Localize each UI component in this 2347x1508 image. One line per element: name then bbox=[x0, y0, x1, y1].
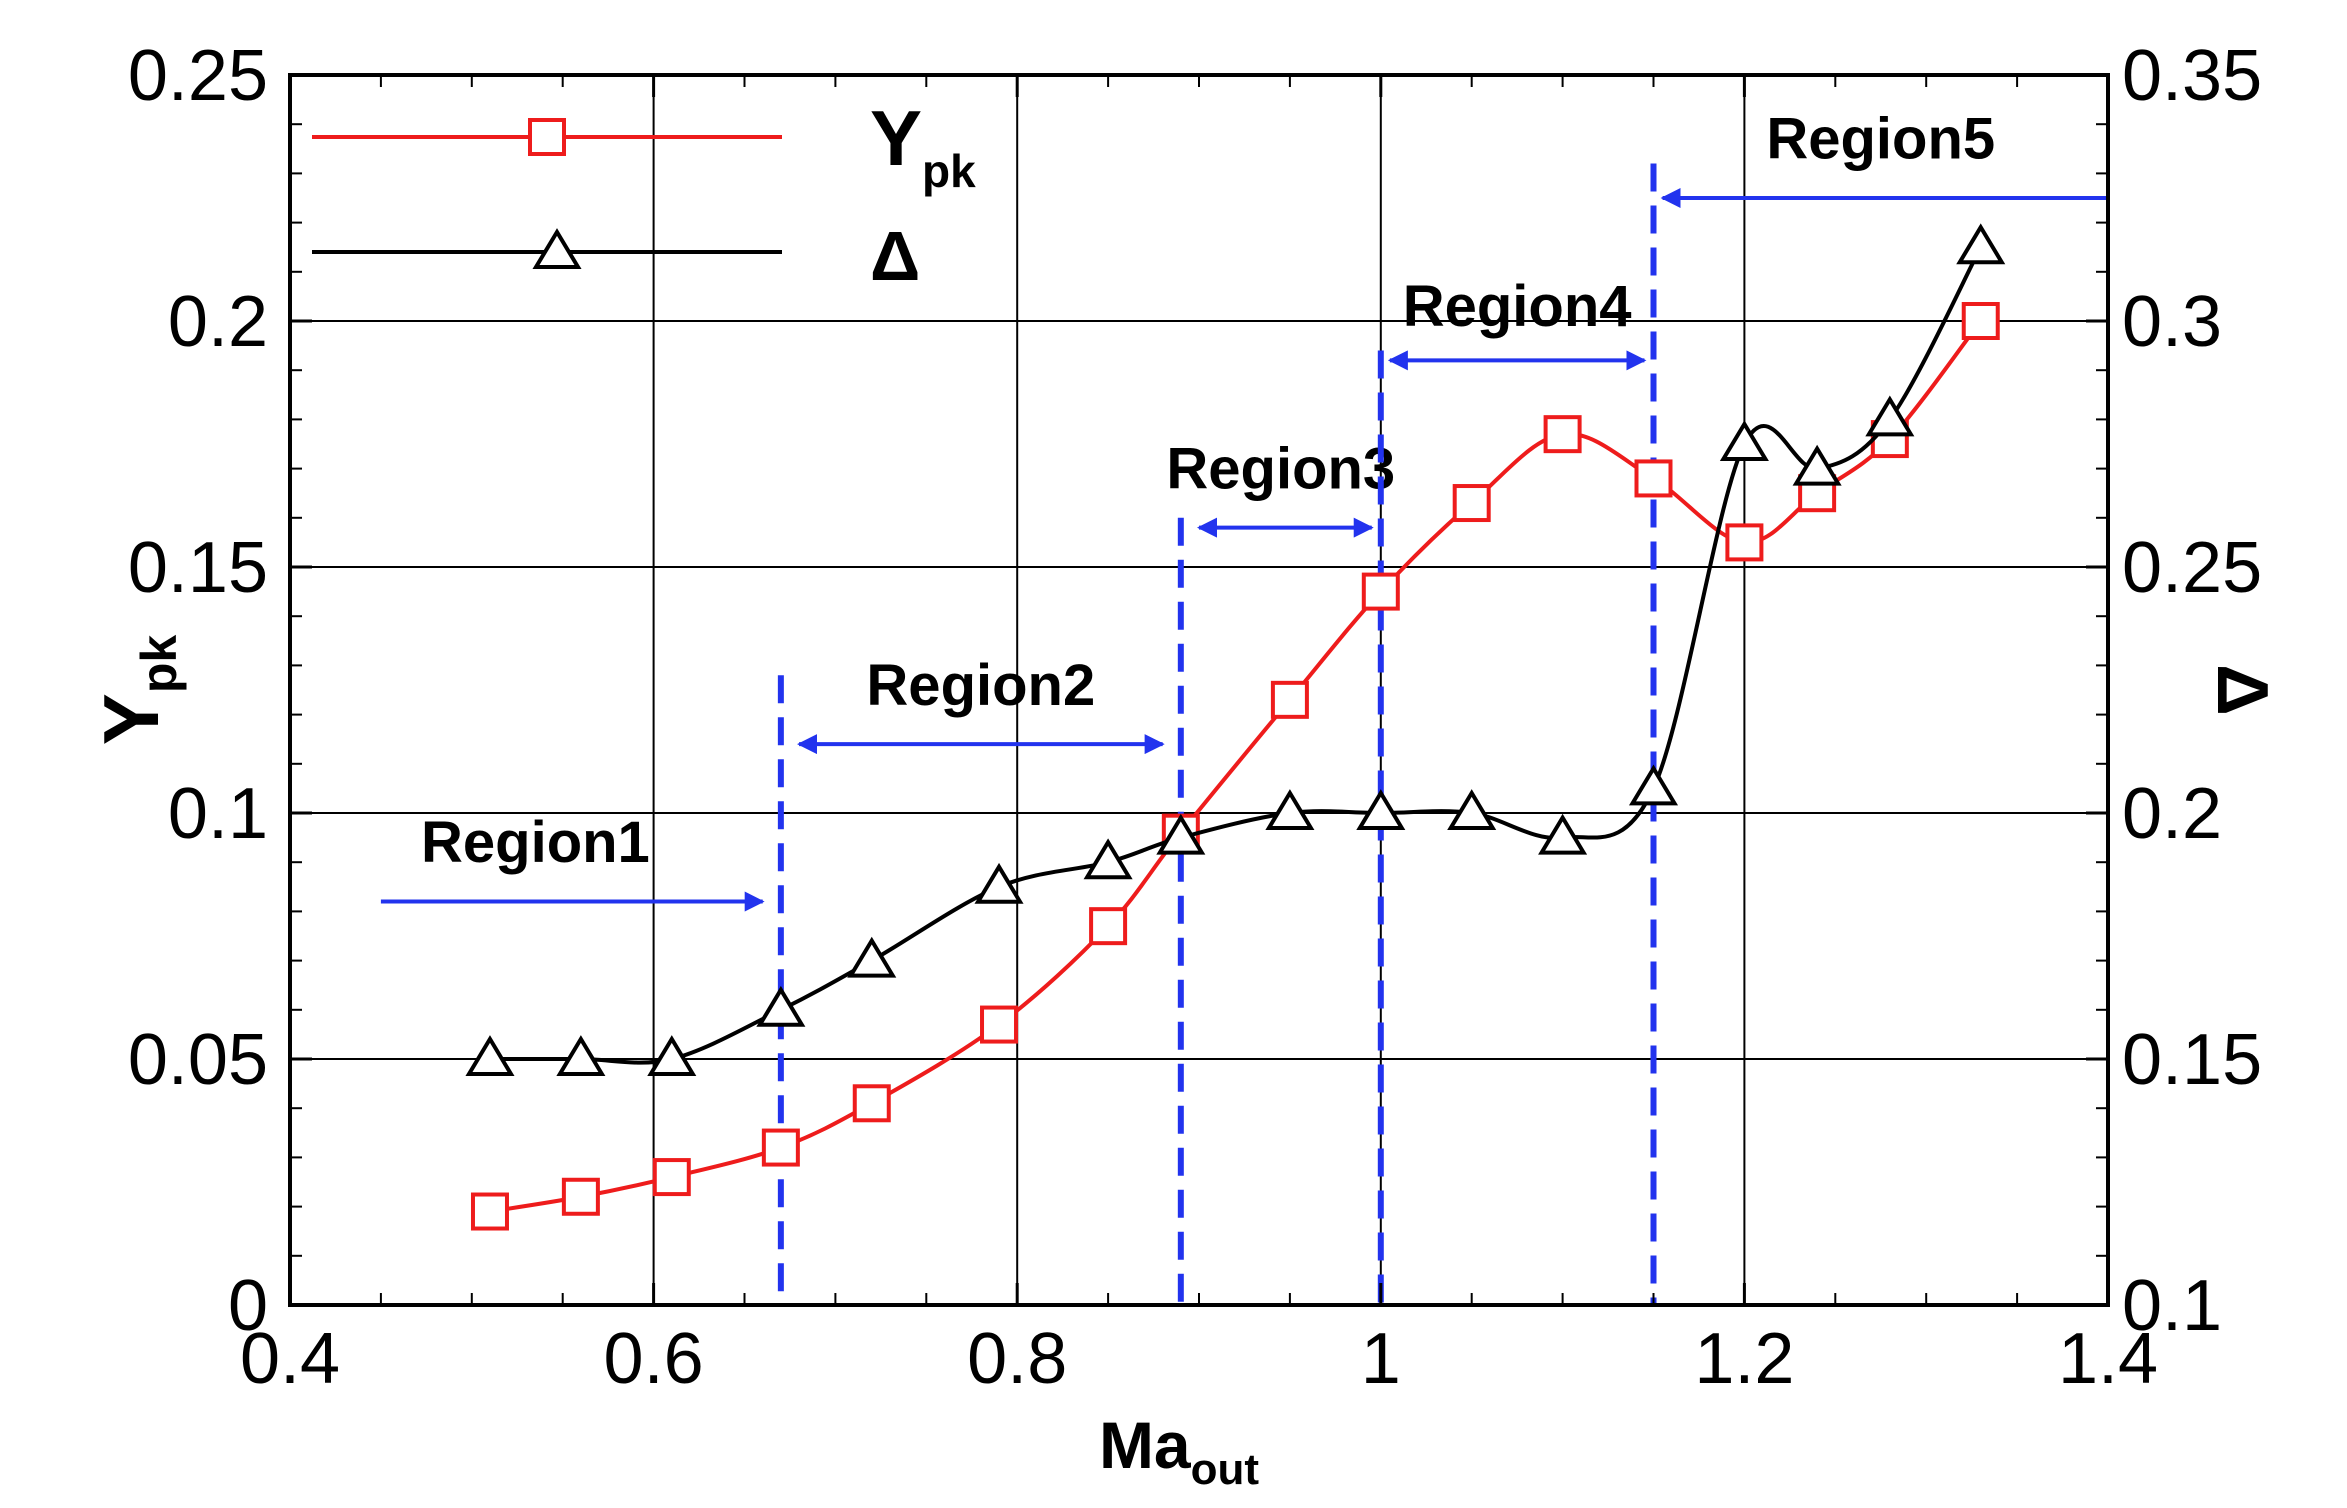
y-left-axis-title: Ypk bbox=[87, 635, 187, 746]
data-point bbox=[1634, 459, 1673, 498]
region-label: Region5 bbox=[1766, 107, 1995, 172]
data-point bbox=[652, 1158, 691, 1197]
region-label: Region2 bbox=[866, 653, 1095, 718]
data-point bbox=[1961, 302, 2000, 340]
data-point bbox=[1719, 420, 1769, 461]
data-point bbox=[1725, 523, 1764, 562]
x-tick-label: 0.8 bbox=[967, 1319, 1067, 1399]
y-left-tick-label: 0 bbox=[228, 1266, 268, 1346]
series-ypk bbox=[470, 302, 2000, 1231]
axes: 0.4 0.6 0.8 1 1.2 1.4 0 0.05 0.1 0.15 0.2 0.25 0.1 0.… bbox=[87, 36, 2282, 1494]
y-right-tick-label: 0.25 bbox=[2122, 528, 2262, 608]
y-right-tick-label: 0.15 bbox=[2122, 1020, 2262, 1100]
legend-label: Ypk bbox=[870, 94, 976, 197]
data-point bbox=[974, 862, 1024, 904]
x-tick-label: 1.2 bbox=[1694, 1319, 1794, 1399]
series-group bbox=[465, 223, 2006, 1231]
y-right-tick-label: 0.3 bbox=[2122, 282, 2222, 362]
data-point bbox=[1792, 444, 1842, 486]
y-right-tick-label: 0.2 bbox=[2122, 774, 2222, 854]
legend-marker bbox=[528, 118, 566, 156]
data-point bbox=[1628, 764, 1679, 806]
y-left-tick-label: 0.2 bbox=[168, 282, 268, 362]
data-point bbox=[561, 1177, 600, 1216]
data-point bbox=[847, 936, 897, 978]
legend-entry: Δ bbox=[312, 217, 920, 295]
data-point bbox=[556, 1035, 606, 1076]
y-left-tick-label: 0.05 bbox=[128, 1020, 268, 1100]
data-point bbox=[465, 1035, 515, 1076]
region-label: Region1 bbox=[421, 810, 650, 875]
x-axis-title: Maout bbox=[1099, 1408, 1259, 1494]
y-right-tick-label: 0.35 bbox=[2122, 36, 2262, 116]
data-point bbox=[1361, 572, 1400, 611]
data-point bbox=[1452, 484, 1491, 523]
legend-marker bbox=[532, 228, 582, 269]
data-point bbox=[980, 1005, 1019, 1044]
y-right-tick-label: 0.1 bbox=[2122, 1266, 2222, 1346]
series-delta bbox=[465, 223, 2006, 1076]
region-label: Region4 bbox=[1403, 274, 1632, 339]
region-label: Region3 bbox=[1166, 436, 1395, 501]
data-point bbox=[852, 1084, 891, 1123]
y-left-tick-label: 0.1 bbox=[168, 774, 268, 854]
legend: Ypk Δ bbox=[312, 94, 976, 295]
x-tick-label: 0.6 bbox=[604, 1319, 704, 1399]
x-tick-label: 1.4 bbox=[2058, 1319, 2158, 1399]
series-line bbox=[489, 246, 1983, 1065]
data-point bbox=[1083, 838, 1133, 880]
data-point bbox=[1356, 789, 1406, 830]
data-point bbox=[1865, 395, 1915, 437]
data-point bbox=[1270, 680, 1309, 719]
data-point bbox=[647, 1035, 697, 1076]
y-right-axis-title: Δ bbox=[2202, 664, 2282, 716]
y-left-tick-label: 0.25 bbox=[128, 36, 268, 116]
data-point bbox=[1447, 789, 1497, 830]
legend-label: Δ bbox=[870, 217, 920, 295]
data-point bbox=[470, 1192, 509, 1231]
legend-entry: Ypk bbox=[312, 94, 976, 197]
y-left-tick-label: 0.15 bbox=[128, 528, 268, 608]
data-point bbox=[1089, 907, 1128, 946]
data-point bbox=[1956, 223, 2006, 265]
data-point bbox=[1543, 415, 1582, 454]
x-tick-label: 1 bbox=[1361, 1319, 1401, 1399]
x-tick-label: 0.4 bbox=[240, 1319, 340, 1399]
data-point bbox=[1538, 813, 1588, 855]
data-point bbox=[761, 1128, 800, 1167]
data-point bbox=[1156, 813, 1206, 855]
region-markers: Region1 Region2 Region3 Region4 Region5 bbox=[380, 107, 2108, 1305]
data-point bbox=[756, 985, 806, 1027]
data-point bbox=[1265, 789, 1315, 830]
